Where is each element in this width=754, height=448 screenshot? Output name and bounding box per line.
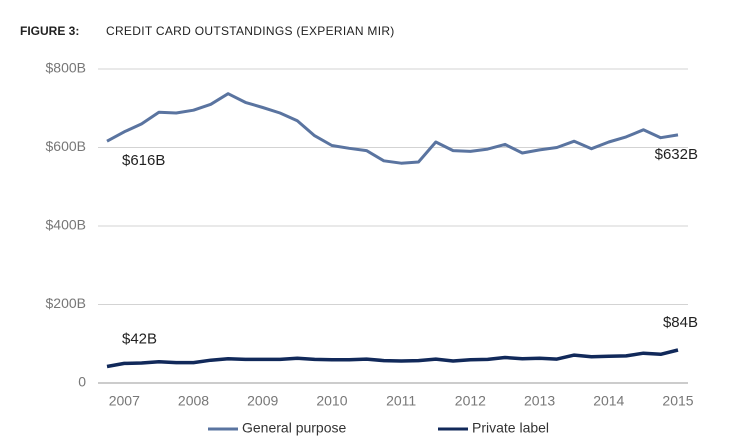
legend-label: Private label xyxy=(472,420,549,436)
series-line xyxy=(106,92,679,165)
y-tick-label: $800B xyxy=(46,60,86,76)
data-label: $84B xyxy=(663,314,698,331)
series-line xyxy=(106,348,679,369)
chart-title: CREDIT CARD OUTSTANDINGS (EXPERIAN MIR) xyxy=(106,24,395,38)
x-tick-label: 2011 xyxy=(386,393,416,409)
figure-label: FIGURE 3: xyxy=(20,24,79,38)
data-label: $616B xyxy=(122,152,165,169)
y-tick-label: 0 xyxy=(78,374,86,390)
y-tick-label: $600B xyxy=(46,138,86,154)
x-tick-label: 2007 xyxy=(109,393,140,409)
data-label: $42B xyxy=(122,330,157,347)
x-tick-label: 2008 xyxy=(178,393,209,409)
y-tick-label: $400B xyxy=(46,217,86,233)
x-tick-label: 2010 xyxy=(316,393,347,409)
x-tick-label: 2013 xyxy=(524,393,555,409)
x-tick-label: 2015 xyxy=(662,393,693,409)
x-tick-label: 2012 xyxy=(455,393,486,409)
y-tick-label: $200B xyxy=(46,295,86,311)
x-tick-label: 2009 xyxy=(247,393,278,409)
data-label: $632B xyxy=(655,146,698,163)
legend-label: General purpose xyxy=(242,420,347,436)
x-tick-label: 2014 xyxy=(593,393,624,409)
